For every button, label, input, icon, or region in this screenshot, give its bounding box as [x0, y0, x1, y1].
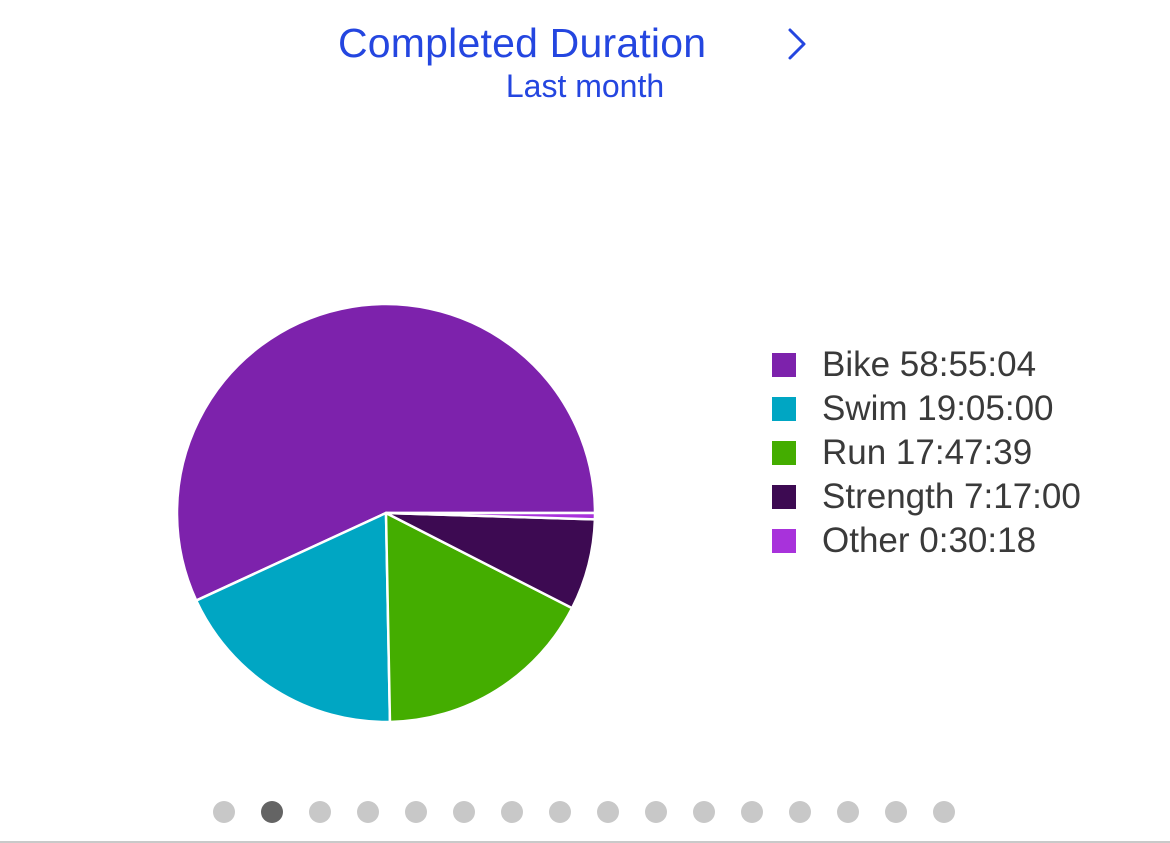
chevron-right-icon[interactable] [782, 26, 812, 62]
page-dot[interactable] [885, 801, 907, 823]
page-dot[interactable] [453, 801, 475, 823]
legend-label: Strength 7:17:00 [822, 477, 1081, 516]
legend-swatch [772, 397, 796, 421]
chart-legend: Bike 58:55:04 Swim 19:05:00 Run 17:47:39 St… [772, 343, 1152, 563]
legend-label: Swim 19:05:00 [822, 389, 1054, 428]
legend-label: Other 0:30:18 [822, 521, 1037, 560]
page-dot[interactable] [933, 801, 955, 823]
legend-item-other[interactable]: Other 0:30:18 [772, 519, 1152, 563]
chart-subtitle: Last month [505, 68, 665, 104]
page-dot[interactable] [645, 801, 667, 823]
pie-chart [160, 285, 620, 745]
legend-item-strength[interactable]: Strength 7:17:00 [772, 475, 1152, 519]
divider [0, 841, 1170, 843]
legend-swatch [772, 529, 796, 553]
chart-title[interactable]: Completed Duration [338, 20, 707, 66]
pie-slice-bike[interactable] [175, 302, 597, 602]
legend-swatch [772, 485, 796, 509]
page-dot[interactable] [309, 801, 331, 823]
chart-header[interactable]: Completed Duration Last month [0, 0, 1170, 110]
page-dot[interactable] [213, 801, 235, 823]
page-dot[interactable] [741, 801, 763, 823]
page-dot[interactable] [405, 801, 427, 823]
page-indicator[interactable] [213, 801, 981, 825]
legend-swatch [772, 353, 796, 377]
legend-swatch [772, 441, 796, 465]
pie-chart-svg [175, 302, 597, 724]
legend-item-swim[interactable]: Swim 19:05:00 [772, 387, 1152, 431]
page-dot[interactable] [597, 801, 619, 823]
pie-slice-run[interactable] [384, 511, 574, 724]
pie-slice-other[interactable] [384, 511, 597, 521]
page-dot[interactable] [501, 801, 523, 823]
page-dot[interactable] [693, 801, 715, 823]
page-dot[interactable] [357, 801, 379, 823]
page-dot[interactable] [837, 801, 859, 823]
legend-label: Run 17:47:39 [822, 433, 1033, 472]
page-dot-active[interactable] [261, 801, 283, 823]
legend-item-run[interactable]: Run 17:47:39 [772, 431, 1152, 475]
page-dot[interactable] [549, 801, 571, 823]
pie-slice-swim[interactable] [194, 511, 392, 724]
legend-label: Bike 58:55:04 [822, 345, 1037, 384]
page-dot[interactable] [789, 801, 811, 823]
legend-item-bike[interactable]: Bike 58:55:04 [772, 343, 1152, 387]
